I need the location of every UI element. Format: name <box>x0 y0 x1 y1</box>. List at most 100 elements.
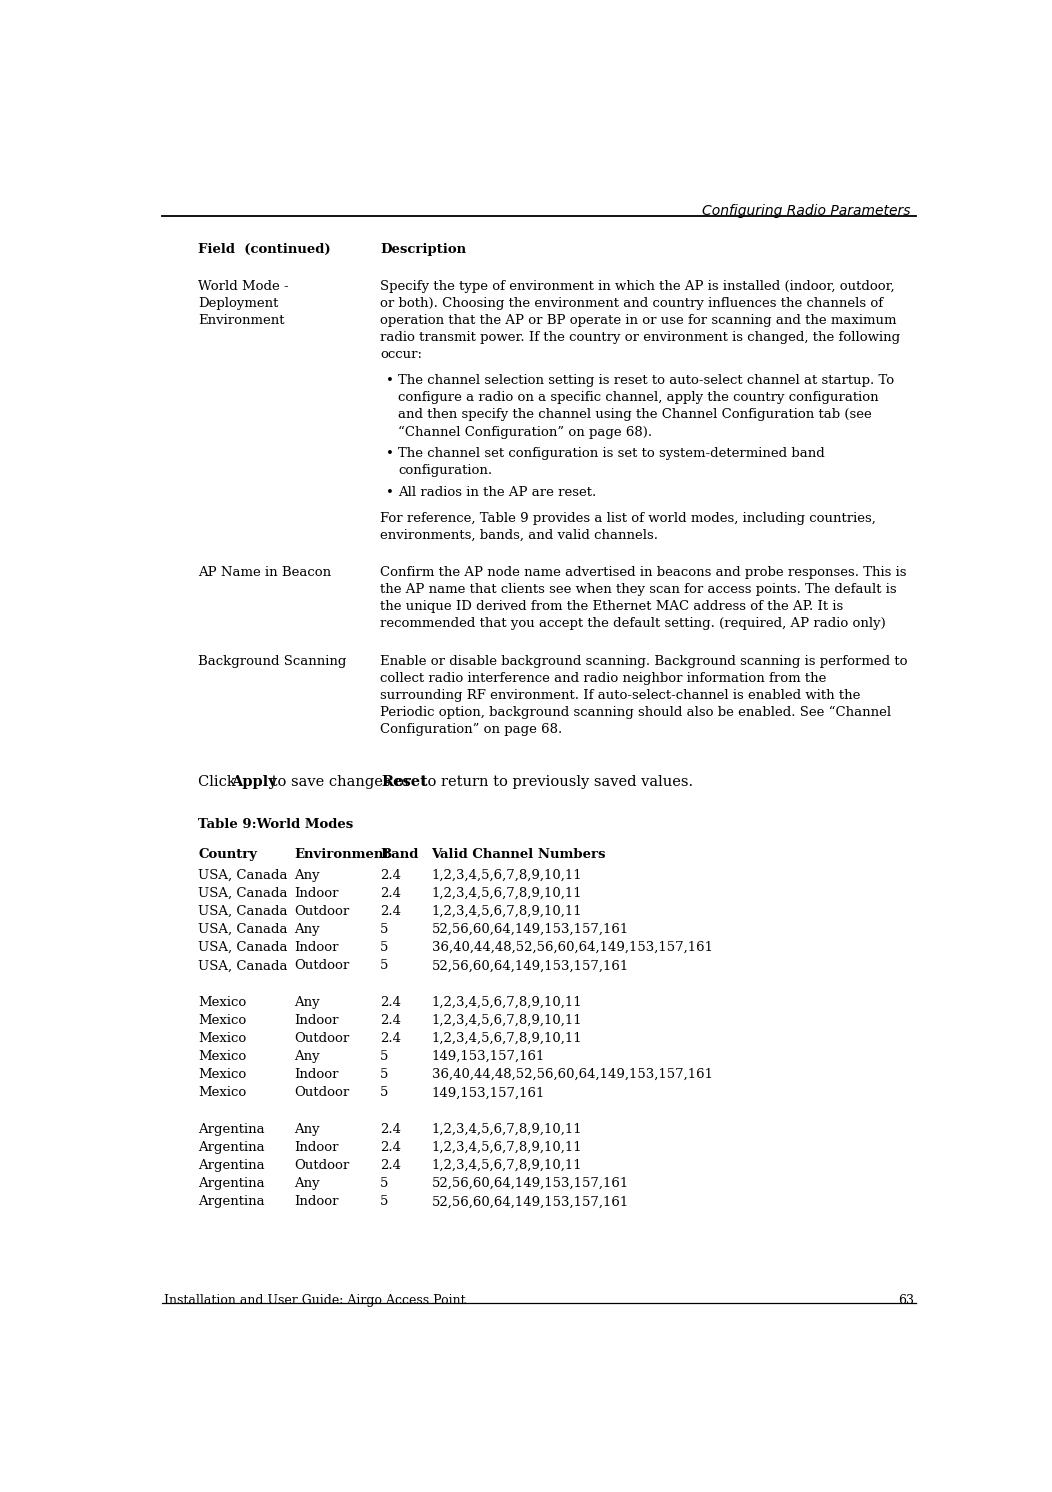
Text: Click: Click <box>199 774 241 789</box>
Text: 1,2,3,4,5,6,7,8,9,10,11: 1,2,3,4,5,6,7,8,9,10,11 <box>431 868 582 882</box>
Text: 2.4: 2.4 <box>380 1141 401 1153</box>
Text: 36,40,44,48,52,56,60,64,149,153,157,161: 36,40,44,48,52,56,60,64,149,153,157,161 <box>431 941 712 955</box>
Text: 2.4: 2.4 <box>380 1122 401 1135</box>
Text: Indoor: Indoor <box>295 1141 339 1153</box>
Text: •: • <box>386 448 393 460</box>
Text: Reset: Reset <box>382 774 428 789</box>
Text: occur:: occur: <box>380 348 422 361</box>
Text: For reference, Table 9 provides a list of world modes, including countries,: For reference, Table 9 provides a list o… <box>380 512 876 525</box>
Text: Enable or disable background scanning. Background scanning is performed to: Enable or disable background scanning. B… <box>380 655 908 668</box>
Text: USA, Canada: USA, Canada <box>199 924 288 935</box>
Text: surrounding RF environment. If auto-select-channel is enabled with the: surrounding RF environment. If auto-sele… <box>380 689 861 703</box>
Text: 2.4: 2.4 <box>380 1013 401 1026</box>
Text: operation that the AP or BP operate in or use for scanning and the maximum: operation that the AP or BP operate in o… <box>380 315 896 327</box>
Text: “Channel Configuration” on page 68).: “Channel Configuration” on page 68). <box>398 425 652 439</box>
Text: 5: 5 <box>380 924 388 935</box>
Text: Mexico: Mexico <box>199 1032 246 1044</box>
Text: Specify the type of environment in which the AP is installed (indoor, outdoor,: Specify the type of environment in which… <box>380 280 895 292</box>
Text: Apply: Apply <box>231 774 277 789</box>
Text: 52,56,60,64,149,153,157,161: 52,56,60,64,149,153,157,161 <box>431 1195 629 1209</box>
Text: Table 9:World Modes: Table 9:World Modes <box>199 818 353 831</box>
Text: USA, Canada: USA, Canada <box>199 868 288 882</box>
Text: Outdoor: Outdoor <box>295 1159 350 1173</box>
Text: 2.4: 2.4 <box>380 1032 401 1044</box>
Text: USA, Canada: USA, Canada <box>199 904 288 918</box>
Text: Periodic option, background scanning should also be enabled. See “Channel: Periodic option, background scanning sho… <box>380 706 891 719</box>
Text: 52,56,60,64,149,153,157,161: 52,56,60,64,149,153,157,161 <box>431 924 629 935</box>
Text: 1,2,3,4,5,6,7,8,9,10,11: 1,2,3,4,5,6,7,8,9,10,11 <box>431 995 582 1009</box>
Text: USA, Canada: USA, Canada <box>199 959 288 973</box>
Text: Indoor: Indoor <box>295 886 339 900</box>
Text: 5: 5 <box>380 1195 388 1209</box>
Text: or both). Choosing the environment and country influences the channels of: or both). Choosing the environment and c… <box>380 297 884 310</box>
Text: 2.4: 2.4 <box>380 868 401 882</box>
Text: to save changes or: to save changes or <box>266 774 416 789</box>
Text: 149,153,157,161: 149,153,157,161 <box>431 1086 545 1100</box>
Text: collect radio interference and radio neighbor information from the: collect radio interference and radio nei… <box>380 671 827 685</box>
Text: Indoor: Indoor <box>295 1068 339 1082</box>
Text: Confirm the AP node name advertised in beacons and probe responses. This is: Confirm the AP node name advertised in b… <box>380 567 907 579</box>
Text: 52,56,60,64,149,153,157,161: 52,56,60,64,149,153,157,161 <box>431 1177 629 1191</box>
Text: 2.4: 2.4 <box>380 1159 401 1173</box>
Text: USA, Canada: USA, Canada <box>199 941 288 955</box>
Text: World Mode -: World Mode - <box>199 280 289 292</box>
Text: 2.4: 2.4 <box>380 886 401 900</box>
Text: 5: 5 <box>380 1068 388 1082</box>
Text: •: • <box>386 374 393 388</box>
Text: Band: Band <box>380 847 419 861</box>
Text: Mexico: Mexico <box>199 1050 246 1064</box>
Text: Indoor: Indoor <box>295 941 339 955</box>
Text: 5: 5 <box>380 941 388 955</box>
Text: and then specify the channel using the Channel Configuration tab (see: and then specify the channel using the C… <box>398 409 872 421</box>
Text: 149,153,157,161: 149,153,157,161 <box>431 1050 545 1064</box>
Text: 5: 5 <box>380 1050 388 1064</box>
Text: 1,2,3,4,5,6,7,8,9,10,11: 1,2,3,4,5,6,7,8,9,10,11 <box>431 1032 582 1044</box>
Text: Description: Description <box>380 243 466 257</box>
Text: Configuration” on page 68.: Configuration” on page 68. <box>380 724 563 736</box>
Text: Outdoor: Outdoor <box>295 1086 350 1100</box>
Text: 1,2,3,4,5,6,7,8,9,10,11: 1,2,3,4,5,6,7,8,9,10,11 <box>431 1013 582 1026</box>
Text: configure a radio on a specific channel, apply the country configuration: configure a radio on a specific channel,… <box>398 391 878 404</box>
Text: 1,2,3,4,5,6,7,8,9,10,11: 1,2,3,4,5,6,7,8,9,10,11 <box>431 1141 582 1153</box>
Text: 5: 5 <box>380 1177 388 1191</box>
Text: Outdoor: Outdoor <box>295 904 350 918</box>
Text: Any: Any <box>295 924 320 935</box>
Text: Background Scanning: Background Scanning <box>199 655 347 668</box>
Text: 2.4: 2.4 <box>380 904 401 918</box>
Text: The channel selection setting is reset to auto-select channel at startup. To: The channel selection setting is reset t… <box>398 374 894 388</box>
Text: Any: Any <box>295 1122 320 1135</box>
Text: Argentina: Argentina <box>199 1122 265 1135</box>
Text: environments, bands, and valid channels.: environments, bands, and valid channels. <box>380 528 659 542</box>
Text: Environment: Environment <box>295 847 390 861</box>
Text: to return to previously saved values.: to return to previously saved values. <box>418 774 693 789</box>
Text: Country: Country <box>199 847 258 861</box>
Text: Argentina: Argentina <box>199 1159 265 1173</box>
Text: Installation and User Guide: Airgo Access Point: Installation and User Guide: Airgo Acces… <box>164 1294 466 1307</box>
Text: recommended that you accept the default setting. (required, AP radio only): recommended that you accept the default … <box>380 618 886 631</box>
Text: Mexico: Mexico <box>199 1068 246 1082</box>
Text: Mexico: Mexico <box>199 995 246 1009</box>
Text: USA, Canada: USA, Canada <box>199 886 288 900</box>
Text: Argentina: Argentina <box>199 1177 265 1191</box>
Text: 63: 63 <box>898 1294 914 1307</box>
Text: radio transmit power. If the country or environment is changed, the following: radio transmit power. If the country or … <box>380 331 901 345</box>
Text: Valid Channel Numbers: Valid Channel Numbers <box>431 847 606 861</box>
Text: •: • <box>386 485 393 498</box>
Text: Any: Any <box>295 868 320 882</box>
Text: 5: 5 <box>380 1086 388 1100</box>
Text: 52,56,60,64,149,153,157,161: 52,56,60,64,149,153,157,161 <box>431 959 629 973</box>
Text: Mexico: Mexico <box>199 1086 246 1100</box>
Text: 1,2,3,4,5,6,7,8,9,10,11: 1,2,3,4,5,6,7,8,9,10,11 <box>431 904 582 918</box>
Text: 1,2,3,4,5,6,7,8,9,10,11: 1,2,3,4,5,6,7,8,9,10,11 <box>431 1122 582 1135</box>
Text: the AP name that clients see when they scan for access points. The default is: the AP name that clients see when they s… <box>380 583 896 597</box>
Text: configuration.: configuration. <box>398 464 492 477</box>
Text: Outdoor: Outdoor <box>295 959 350 973</box>
Text: 5: 5 <box>380 959 388 973</box>
Text: Any: Any <box>295 1050 320 1064</box>
Text: Environment: Environment <box>199 315 285 327</box>
Text: Argentina: Argentina <box>199 1141 265 1153</box>
Text: All radios in the AP are reset.: All radios in the AP are reset. <box>398 485 596 498</box>
Text: Any: Any <box>295 1177 320 1191</box>
Text: Any: Any <box>295 995 320 1009</box>
Text: Field  (continued): Field (continued) <box>199 243 331 257</box>
